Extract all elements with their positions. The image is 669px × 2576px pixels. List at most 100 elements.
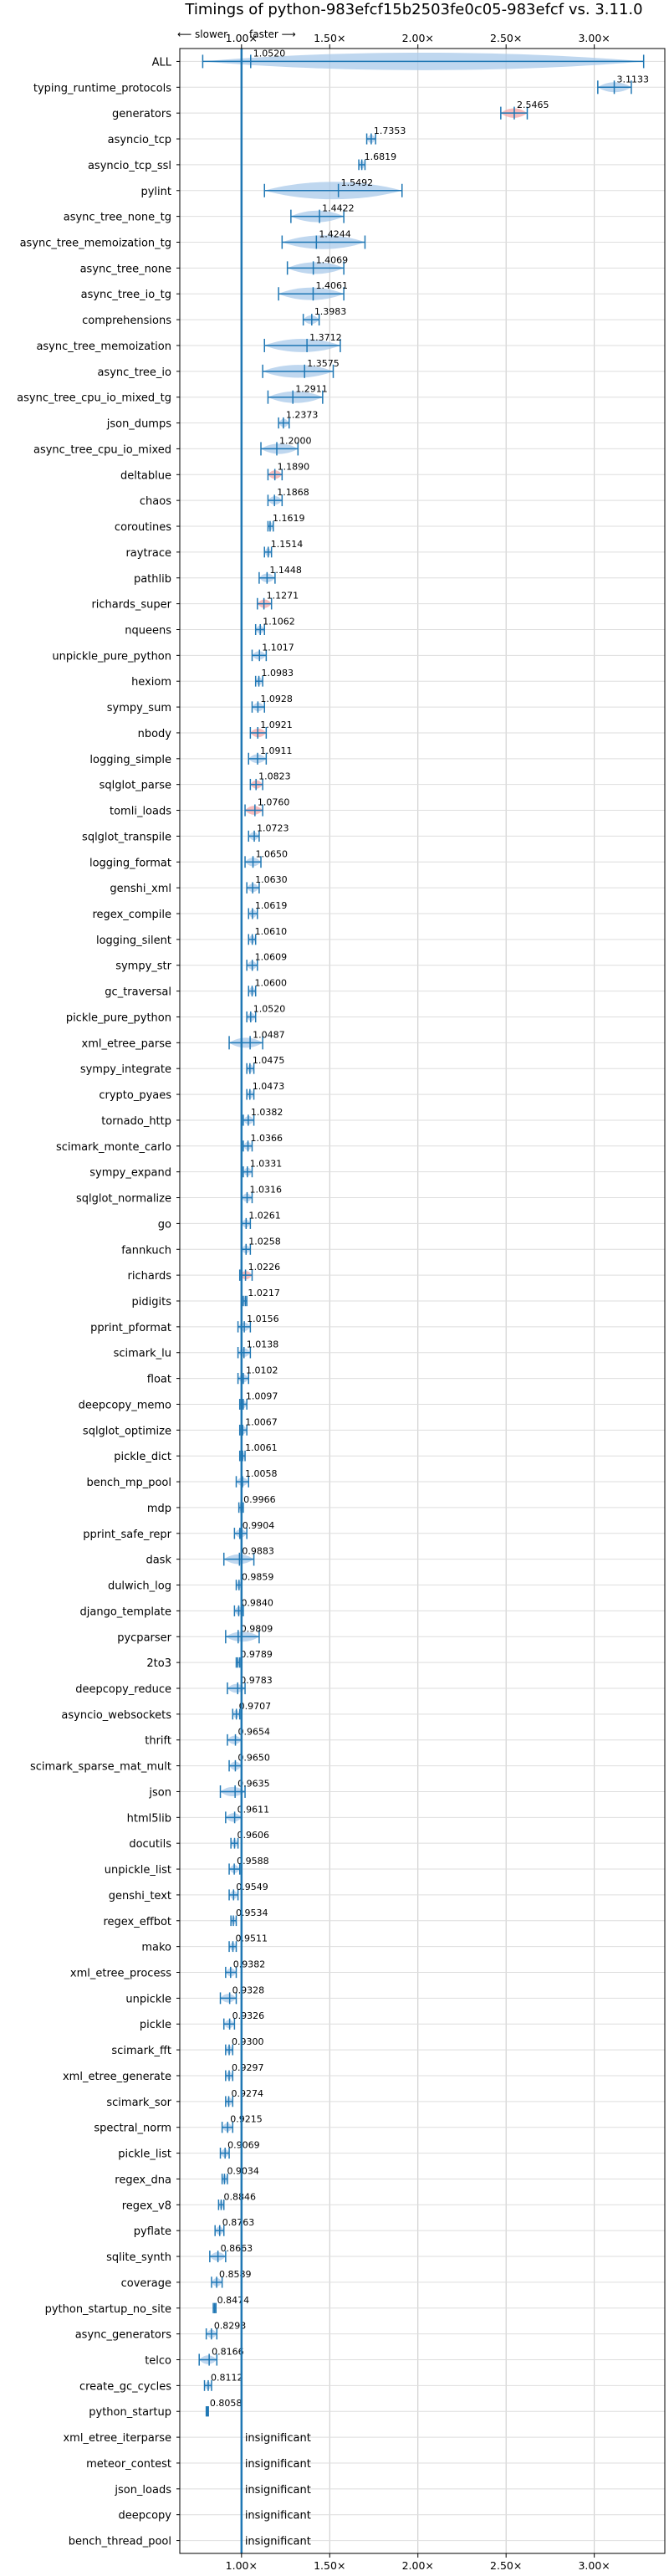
value-label: 1.0921 <box>260 720 293 730</box>
value-label: 0.9300 <box>232 2036 264 2047</box>
value-label: 1.0760 <box>258 797 290 808</box>
benchmark-label: richards_super <box>91 599 171 612</box>
value-label: 1.0520 <box>253 1003 286 1014</box>
value-label: 1.1017 <box>262 642 294 653</box>
value-label: 1.0061 <box>245 1442 278 1453</box>
benchmark-label: json_dumps <box>106 418 171 431</box>
value-label: 1.0067 <box>245 1416 278 1427</box>
benchmark-label: pickle <box>140 2019 171 2031</box>
benchmark-label: nbody <box>138 728 172 740</box>
value-label: 1.0366 <box>251 1133 283 1144</box>
benchmark-label: sympy_expand <box>89 1167 171 1180</box>
benchmark-label: sqlglot_transpile <box>82 831 171 843</box>
value-label: 1.4244 <box>319 228 351 239</box>
benchmark-label: logging_silent <box>96 935 171 947</box>
value-label: 0.9069 <box>227 2140 260 2151</box>
grid <box>180 49 665 2553</box>
value-label: 1.0382 <box>251 1107 283 1118</box>
benchmark-label: coroutines <box>115 521 171 534</box>
value-label: 1.0650 <box>256 848 289 859</box>
benchmark-label: pprint_pformat <box>90 1322 171 1334</box>
value-label: 1.0630 <box>255 874 288 885</box>
benchmark-label: unpickle_pure_python <box>52 650 171 663</box>
benchmark-label: typing_runtime_protocols <box>33 82 171 95</box>
benchmark-label: pathlib <box>134 573 171 586</box>
value-label: 0.9382 <box>233 1959 266 1970</box>
benchmark-label: telco <box>145 2355 171 2368</box>
value-label: 0.9274 <box>232 2088 264 2099</box>
insignificant-label: insignificant <box>245 2458 311 2471</box>
value-label: 0.8058 <box>210 2398 242 2409</box>
value-label: 0.9511 <box>236 1933 268 1944</box>
value-label: 0.9549 <box>236 1882 268 1892</box>
value-label: 0.8166 <box>212 2347 244 2358</box>
value-label: 1.0600 <box>254 978 287 989</box>
value-label: 1.0928 <box>260 694 293 704</box>
x-tick-label: 1.50× <box>314 2559 345 2572</box>
benchmark-label: html5lib <box>127 1812 171 1825</box>
benchmark-label: scimark_lu <box>114 1348 171 1360</box>
benchmark-label: float <box>147 1374 171 1386</box>
value-label: 0.8846 <box>223 2191 256 2202</box>
value-label: 1.0487 <box>253 1029 285 1040</box>
value-label: 0.9966 <box>243 1494 276 1505</box>
benchmark-label: pickle_dict <box>114 1451 171 1463</box>
benchmark-label: sqlglot_optimize <box>83 1425 171 1437</box>
value-label: 0.9588 <box>237 1856 269 1867</box>
value-label: 1.0520 <box>253 48 286 59</box>
x-tick-label: 3.00× <box>578 2559 610 2572</box>
benchmark-label: create_gc_cycles <box>79 2380 171 2393</box>
value-label: 1.0911 <box>260 745 293 756</box>
value-label: 0.9707 <box>239 1701 272 1712</box>
value-label: 1.1619 <box>273 513 305 524</box>
value-label: 1.3575 <box>307 358 340 369</box>
x-tick-label: 3.00× <box>578 32 610 44</box>
benchmark-label: deepcopy_reduce <box>75 1683 171 1696</box>
benchmark-label: thrift <box>145 1735 171 1748</box>
value-label: 1.1514 <box>271 539 304 550</box>
value-label: 0.9904 <box>243 1520 275 1531</box>
value-label: 0.8589 <box>219 2269 252 2280</box>
value-label: 1.3983 <box>314 306 347 317</box>
benchmark-label: scimark_monte_carlo <box>56 1141 171 1154</box>
x-axis-ticks: 1.00× 1.00× 1.50× 1.50× 2.00× 2.00× 2.50× 2.50×… <box>226 32 610 2572</box>
value-label: 1.4061 <box>315 280 348 291</box>
value-label: 0.8763 <box>222 2217 255 2228</box>
plot-frame <box>179 48 666 2554</box>
benchmark-label: unpickle <box>125 1993 171 2005</box>
value-label: 1.0156 <box>247 1314 279 1324</box>
benchmark-label: pyflate <box>134 2225 171 2238</box>
benchmark-label: dulwich_log <box>108 1580 171 1593</box>
benchmark-label: nqueens <box>125 624 171 637</box>
benchmark-label: regex_dna <box>115 2174 171 2186</box>
value-label: 1.0723 <box>257 822 289 833</box>
value-label: 1.0258 <box>248 1236 281 1247</box>
benchmark-label: meteor_contest <box>86 2458 171 2471</box>
benchmark-label: coverage <box>121 2277 171 2290</box>
benchmark-label: json_loads <box>114 2484 171 2497</box>
benchmark-label: bench_thread_pool <box>69 2536 171 2548</box>
benchmark-label: asyncio_tcp <box>108 134 171 146</box>
benchmark-label: async_tree_memoization_tg <box>20 237 171 249</box>
value-label: 1.5492 <box>341 177 374 188</box>
benchmark-label: hexiom <box>131 676 171 689</box>
value-label: 0.8293 <box>214 2321 246 2332</box>
benchmark-label: sympy_str <box>115 960 171 973</box>
value-label: 1.1890 <box>278 461 310 472</box>
benchmark-label: pycparser <box>117 1631 171 1644</box>
benchmark-label: scimark_sparse_mat_mult <box>30 1761 171 1774</box>
value-label: 1.0983 <box>262 668 294 679</box>
value-label: 1.0261 <box>248 1210 281 1221</box>
benchmark-label: pickle_list <box>118 2148 171 2161</box>
value-label: 1.0102 <box>246 1365 278 1376</box>
benchmark-label: python_startup <box>89 2406 171 2419</box>
benchmark-label: xml_etree_parse <box>82 1037 171 1050</box>
benchmark-label: sqlite_synth <box>106 2251 171 2264</box>
benchmark-label: async_generators <box>75 2329 172 2342</box>
value-label: 0.9650 <box>237 1753 270 1764</box>
benchmark-label: genshi_text <box>109 1890 171 1903</box>
value-label: 0.9606 <box>237 1830 270 1841</box>
chart-title: Timings of python-983efcf15b2503fe0c05-9… <box>184 1 642 18</box>
benchmark-label: async_tree_io_tg <box>81 289 171 301</box>
